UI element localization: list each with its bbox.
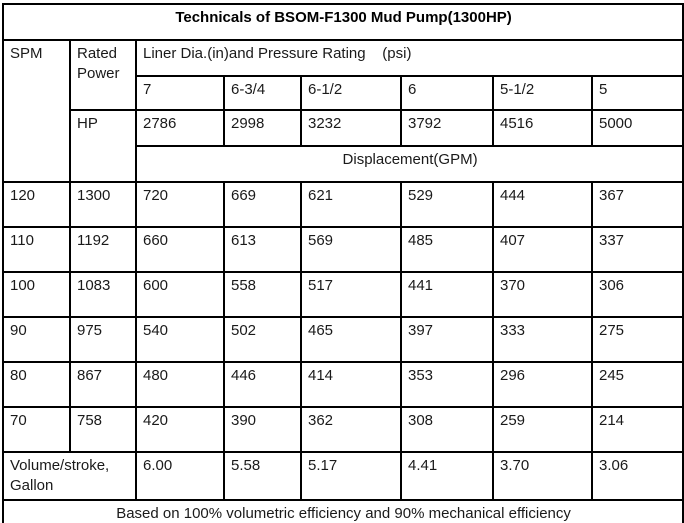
pressure-rating-cell: 5000 (590, 109, 684, 147)
liner-size-header: 6 (400, 75, 494, 111)
gpm-cell: 275 (590, 316, 684, 363)
title-row: Technicals of BSOM-F1300 Mud Pump(1300HP… (1, 3, 684, 41)
hp-value: 758 (69, 406, 137, 453)
gpm-cell: 245 (590, 361, 684, 408)
liner-size-row: 7 6-3/4 6-1/2 6 5-1/2 5 (3, 75, 684, 111)
footer-note: Based on 100% volumetric efficiency and … (1, 498, 684, 523)
hp-value: 1083 (69, 271, 137, 318)
gpm-cell: 420 (135, 406, 225, 453)
pressure-rating-cell: 2786 (135, 109, 225, 147)
liner-size-header: 6-3/4 (223, 75, 302, 111)
gpm-cell: 214 (590, 406, 684, 453)
volume-cell: 5.58 (223, 451, 302, 501)
displacement-heading-row: Displacement(GPM) (3, 145, 684, 183)
volume-cell: 3.70 (492, 451, 593, 501)
pressure-rating-cell: 3232 (300, 109, 402, 147)
gpm-cell: 480 (135, 361, 225, 408)
volume-cell: 3.06 (590, 451, 684, 501)
volume-cell: 4.41 (400, 451, 494, 501)
gpm-cell: 720 (135, 181, 225, 228)
volume-stroke-row: Volume/stroke, Gallon 6.00 5.58 5.17 4.4… (2, 451, 684, 501)
hp-value: 867 (69, 361, 137, 408)
gpm-cell: 414 (300, 361, 402, 408)
table-row: 110 1192 660 613 569 485 407 337 (2, 226, 684, 273)
volume-stroke-label: Volume/stroke, Gallon (2, 451, 137, 501)
gpm-cell: 333 (492, 316, 593, 363)
spm-value: 100 (2, 271, 71, 318)
gpm-cell: 446 (223, 361, 302, 408)
spm-value: 110 (2, 226, 71, 273)
gpm-cell: 613 (223, 226, 302, 273)
table-row: 120 1300 720 669 621 529 444 367 (2, 181, 684, 228)
gpm-cell: 529 (400, 181, 494, 228)
spm-value: 70 (2, 406, 71, 453)
rated-power-header: Rated Power (69, 39, 137, 111)
gpm-cell: 517 (300, 271, 402, 318)
liner-size-header: 6-1/2 (300, 75, 402, 111)
displacement-heading: Displacement(GPM) (134, 145, 684, 183)
gpm-cell: 306 (590, 271, 684, 318)
table-row: 70 758 420 390 362 308 259 214 (2, 406, 684, 453)
gpm-cell: 397 (400, 316, 494, 363)
gpm-cell: 308 (400, 406, 494, 453)
gpm-cell: 485 (400, 226, 494, 273)
table-row: 100 1083 600 558 517 441 370 306 (2, 271, 684, 318)
gpm-cell: 259 (492, 406, 593, 453)
volume-cell: 6.00 (135, 451, 225, 501)
hp-value: 1300 (69, 181, 137, 228)
gpm-cell: 444 (492, 181, 593, 228)
table-row: 90 975 540 502 465 397 333 275 (2, 316, 684, 363)
volume-cell: 5.17 (300, 451, 402, 501)
gpm-cell: 621 (300, 181, 402, 228)
liner-heading-row: SPM Rated Power Liner Dia.(in)and Pressu… (2, 39, 684, 183)
gpm-cell: 390 (223, 406, 302, 453)
gpm-cell: 362 (300, 406, 402, 453)
spm-value: 90 (2, 316, 71, 363)
liner-size-header: 5-1/2 (492, 75, 593, 111)
gpm-cell: 660 (135, 226, 225, 273)
liner-size-header: 5 (590, 75, 684, 111)
page-title: Technicals of BSOM-F1300 Mud Pump(1300HP… (1, 3, 684, 41)
gpm-cell: 502 (223, 316, 302, 363)
gpm-cell: 370 (492, 271, 593, 318)
table-row: 80 867 480 446 414 353 296 245 (2, 361, 684, 408)
pressure-rating-cell: 3792 (400, 109, 494, 147)
gpm-cell: 558 (223, 271, 302, 318)
pressure-rating-cell: 2998 (223, 109, 302, 147)
gpm-cell: 465 (300, 316, 402, 363)
gpm-cell: 540 (135, 316, 225, 363)
gpm-cell: 669 (223, 181, 302, 228)
liner-size-header: 7 (135, 75, 225, 111)
gpm-cell: 367 (590, 181, 684, 228)
footer-row: Based on 100% volumetric efficiency and … (1, 498, 684, 523)
gpm-cell: 296 (492, 361, 593, 408)
gpm-cell: 407 (492, 226, 593, 273)
hp-value: 975 (69, 316, 137, 363)
spm-header: SPM (2, 39, 71, 183)
hp-value: 1192 (69, 226, 137, 273)
gpm-cell: 569 (300, 226, 402, 273)
gpm-cell: 600 (135, 271, 225, 318)
pressure-rating-cell: 4516 (492, 109, 593, 147)
spm-value: 120 (2, 181, 71, 228)
spm-value: 80 (2, 361, 71, 408)
liner-dia-pressure-heading: Liner Dia.(in)and Pressure Rating (psi) (134, 39, 684, 77)
hp-header: HP (69, 109, 137, 183)
gpm-cell: 353 (400, 361, 494, 408)
pressure-rating-row: HP 2786 2998 3232 3792 4516 5000 (3, 109, 684, 183)
spec-table: Technicals of BSOM-F1300 Mud Pump(1300HP… (1, 3, 684, 523)
gpm-cell: 441 (400, 271, 494, 318)
gpm-cell: 337 (590, 226, 684, 273)
